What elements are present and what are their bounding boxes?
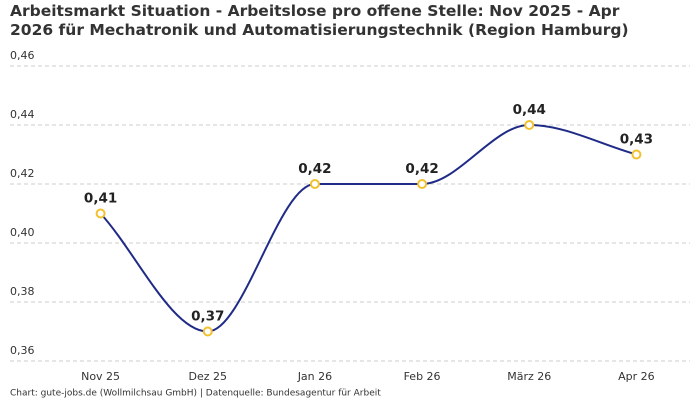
y-tick-label: 0,44 (10, 108, 35, 121)
marker (95, 208, 106, 219)
marker (417, 179, 428, 189)
value-label: 0,37 (191, 309, 224, 325)
x-tick-label: Dez 25 (188, 370, 227, 383)
value-label: 0,43 (620, 132, 653, 148)
value-label: 0,41 (84, 191, 117, 207)
y-tick-label: 0,46 (10, 49, 35, 62)
x-tick-label: Feb 26 (404, 370, 441, 383)
marker (309, 179, 320, 189)
marker (524, 120, 535, 130)
y-tick-label: 0,40 (10, 226, 35, 239)
x-tick-label: Apr 26 (618, 370, 655, 383)
marker (202, 326, 213, 337)
source: Chart: gute-jobs.de (Wollmilchsau GmbH) … (10, 389, 381, 399)
y-tick-label: 0,36 (10, 344, 35, 357)
chart-title: Arbeitsmarkt Situation - Arbeitslose pro… (10, 2, 629, 39)
line (99, 123, 637, 333)
value-label: 0,42 (298, 161, 331, 177)
x-tick-label: Nov 25 (81, 370, 120, 383)
x-tick-label: Jan 26 (297, 370, 332, 383)
value-label: 0,42 (405, 161, 438, 177)
marker (631, 149, 642, 160)
x-tick-label: März 26 (507, 370, 551, 383)
y-tick-label: 0,38 (10, 285, 35, 298)
value-label: 0,44 (513, 102, 546, 118)
y-tick-label: 0,42 (10, 167, 35, 180)
